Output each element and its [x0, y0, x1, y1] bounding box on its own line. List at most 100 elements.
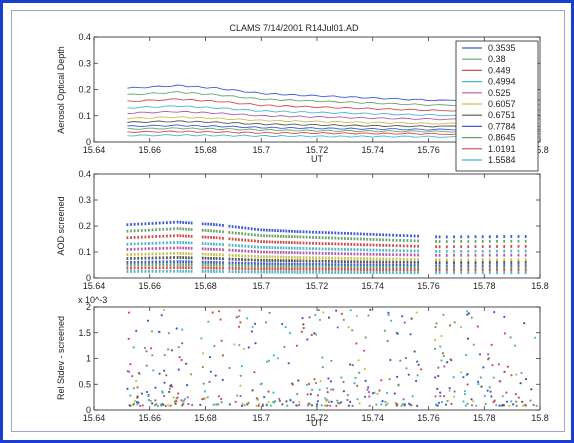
screened-point [238, 261, 240, 265]
rel-stdev-point [149, 399, 152, 403]
rel-stdev-point [313, 332, 316, 335]
screened-point [268, 264, 271, 268]
rel-stdev-point [515, 400, 518, 403]
screened-point [324, 252, 327, 255]
rel-stdev-point [132, 346, 135, 349]
screened-point [173, 260, 175, 264]
rel-stdev-point [380, 379, 383, 382]
screened-point [234, 244, 237, 247]
rel-stdev-point [498, 379, 501, 383]
screened-point [337, 231, 340, 235]
screened-point [241, 258, 243, 261]
screened-point [260, 264, 263, 268]
legend-entry: 0.4994 [488, 77, 516, 87]
screened-point [244, 267, 247, 270]
screened-point [162, 234, 165, 238]
screened-point [140, 242, 143, 246]
screened-point [279, 262, 282, 266]
screened-point [257, 239, 259, 243]
screened-point [308, 251, 311, 255]
screened-point [234, 267, 237, 270]
screened-point [207, 247, 210, 251]
screened-point [265, 234, 268, 238]
screened-point [344, 242, 346, 246]
screened-point [265, 246, 268, 249]
screened-point [285, 229, 288, 233]
screened-point [238, 267, 240, 270]
rel-stdev-point [493, 311, 496, 314]
screened-point [144, 228, 147, 232]
screened-point [328, 265, 330, 269]
screened-point [231, 243, 234, 247]
screened-point [359, 232, 362, 236]
rel-stdev-point [221, 378, 224, 381]
screened-point [321, 236, 324, 240]
screened-point [321, 265, 324, 269]
screened-point [350, 252, 353, 256]
screened-point [344, 256, 346, 260]
screened-point [250, 270, 253, 274]
screened-point [328, 231, 330, 235]
screened-point [158, 228, 161, 231]
screened-point [366, 263, 369, 267]
rel-stdev-point [281, 403, 284, 406]
screened-point [318, 263, 321, 266]
screened-point [285, 259, 288, 263]
rel-stdev-point [368, 404, 371, 407]
screened-point [302, 241, 305, 245]
rel-stdev-point [492, 401, 495, 404]
rel-stdev-point [364, 336, 367, 339]
rel-stdev-point [453, 321, 456, 324]
screened-point [215, 248, 218, 251]
screened-point [151, 270, 154, 273]
screened-point [288, 229, 290, 233]
rel-stdev-point [146, 319, 150, 322]
rel-stdev-point [274, 400, 277, 403]
screened-point [133, 229, 136, 233]
screened-point [305, 267, 308, 271]
rel-stdev-point [466, 313, 469, 316]
rel-stdev-point [464, 353, 468, 357]
screened-point [126, 257, 129, 260]
screened-point [155, 256, 157, 260]
rel-stdev-point [477, 383, 480, 386]
screened-point [305, 230, 308, 234]
screened-point [321, 247, 324, 251]
screened-point [488, 253, 491, 257]
screened-point [510, 245, 513, 248]
screened-point [210, 253, 212, 256]
screened-point [359, 265, 362, 269]
rel-stdev-point [487, 353, 490, 356]
screened-point [176, 263, 179, 266]
screened-point [231, 253, 234, 257]
rel-stdev-point [336, 326, 339, 329]
screened-point [234, 225, 237, 229]
screened-point [344, 268, 346, 271]
screened-point [379, 238, 381, 242]
screened-point [254, 239, 256, 243]
screened-point [173, 220, 175, 224]
rel-stdev-point [136, 386, 139, 389]
screened-point [359, 237, 362, 241]
screened-point [359, 271, 362, 274]
screened-point [137, 260, 140, 264]
screened-point [388, 233, 391, 237]
rel-stdev-point [389, 358, 392, 362]
screened-point [395, 244, 398, 248]
rel-stdev-point [396, 403, 399, 406]
screened-point [151, 252, 154, 256]
screened-point [285, 270, 288, 274]
screened-point [222, 248, 224, 252]
screened-point [244, 261, 247, 265]
rel-stdev-point [145, 350, 148, 353]
screened-point [328, 256, 330, 260]
screened-point [392, 253, 394, 257]
screened-point [130, 263, 132, 267]
screened-point [438, 245, 441, 249]
screened-point [467, 264, 470, 268]
screened-point [271, 240, 274, 244]
rel-stdev-point [191, 403, 194, 407]
screened-point [241, 232, 243, 236]
screened-point [187, 269, 190, 273]
